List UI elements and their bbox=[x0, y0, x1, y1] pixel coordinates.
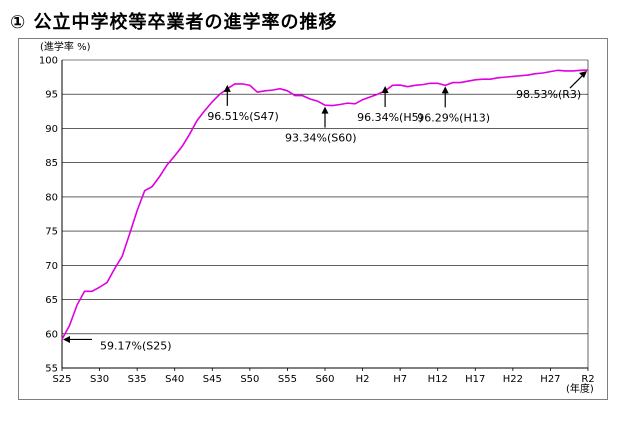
x-axis-label: (年度) bbox=[566, 382, 594, 395]
arrow-head-icon bbox=[321, 106, 329, 114]
arrow-head-icon bbox=[63, 335, 70, 343]
annotation-label: 98.53%(R3) bbox=[516, 88, 581, 101]
annotation-label: 93.34%(S60) bbox=[285, 132, 357, 145]
y-tick-label: 95 bbox=[45, 90, 58, 101]
annotation-label: 96.29%(H13) bbox=[417, 111, 490, 124]
annotation: 98.53%(R3) bbox=[516, 71, 587, 101]
y-tick-label: 100 bbox=[39, 56, 58, 67]
arrow-head-icon bbox=[441, 86, 449, 94]
x-tick-label: H7 bbox=[393, 374, 407, 385]
annotation: 96.34%(H5) bbox=[357, 86, 423, 124]
x-tick-label: S30 bbox=[90, 374, 109, 385]
x-tick-label: S60 bbox=[315, 374, 334, 385]
arrow-head-icon bbox=[223, 84, 231, 92]
chart-frame bbox=[18, 38, 608, 400]
x-tick-label: S35 bbox=[128, 374, 147, 385]
grid bbox=[61, 59, 589, 369]
annotation: 96.29%(H13) bbox=[417, 86, 490, 124]
y-axis-label: (進学率 %) bbox=[40, 40, 91, 53]
x-tick-label: S45 bbox=[203, 374, 222, 385]
x-tick-label: H2 bbox=[356, 374, 370, 385]
x-tick-label: S50 bbox=[240, 374, 259, 385]
y-tick-label: 60 bbox=[45, 329, 58, 340]
x-tick-label: S55 bbox=[278, 374, 297, 385]
series-line bbox=[61, 69, 589, 340]
annotation-label: 96.51%(S47) bbox=[207, 110, 279, 123]
x-tick-label: H12 bbox=[428, 374, 448, 385]
annotation: 59.17%(S25) bbox=[63, 335, 172, 352]
y-tick-label: 75 bbox=[45, 227, 58, 238]
x-tick-label: H22 bbox=[503, 374, 523, 385]
x-tick-label: R2 bbox=[581, 374, 594, 385]
y-axis-ticks: 55 60 65 70 75 80 85 90 95 100 bbox=[39, 56, 58, 375]
annotations: 59.17%(S25) 96.51%(S47) 93.34%(S60)96.34%(… bbox=[63, 71, 587, 352]
annotation: 96.51%(S47) bbox=[207, 84, 279, 123]
x-tick-label: S40 bbox=[165, 374, 184, 385]
x-tick-label: H27 bbox=[540, 374, 560, 385]
annotation-label: 59.17%(S25) bbox=[100, 339, 172, 352]
x-tick-label: H17 bbox=[465, 374, 485, 385]
y-tick-label: 85 bbox=[45, 158, 58, 169]
annotation-label: 96.34%(H5) bbox=[357, 111, 423, 124]
y-tick-label: 70 bbox=[45, 261, 58, 272]
y-tick-label: 55 bbox=[45, 364, 58, 375]
chart-title: ① 公立中学校等卒業者の進学率の推移 bbox=[10, 12, 338, 33]
x-axis-ticks: S25 S30 S35 S40 S45 S50 S55 S60 H2 H7 H12 H17 H22 H27… bbox=[52, 368, 595, 385]
y-tick-label: 80 bbox=[45, 192, 58, 203]
arrow-head-icon bbox=[381, 86, 389, 94]
arrow-head-icon bbox=[579, 71, 587, 79]
annotation: 93.34%(S60) bbox=[285, 106, 357, 145]
x-tick-label: S25 bbox=[52, 374, 71, 385]
y-tick-label: 65 bbox=[45, 295, 58, 306]
y-tick-label: 90 bbox=[45, 124, 58, 135]
